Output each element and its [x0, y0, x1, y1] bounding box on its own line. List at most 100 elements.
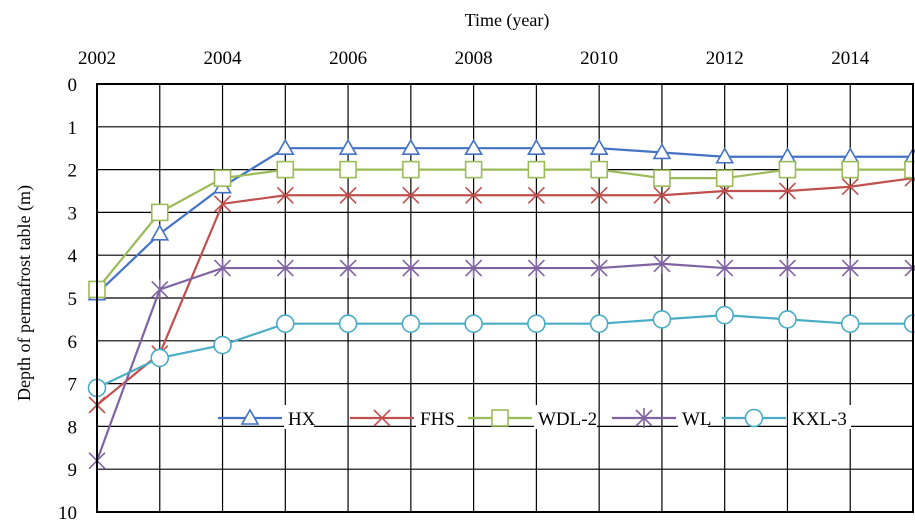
data-point-hx — [715, 147, 735, 164]
data-point-fhs — [276, 186, 294, 204]
data-point-fhs — [841, 178, 859, 196]
y-tick-label: 0 — [68, 75, 78, 96]
data-point-hx — [589, 138, 609, 155]
data-point-wl — [590, 258, 608, 279]
y-tick-label: 1 — [68, 118, 78, 139]
legend-label-wdl-2: WDL-2 — [538, 409, 597, 430]
legend: HX FHS WDL-2 WL KXL-3 — [218, 405, 851, 430]
data-point-wl — [213, 258, 232, 279]
y-tick-label: 8 — [68, 417, 78, 438]
y-axis-ticks: 0 1 2 3 4 5 6 7 8 9 10 — [58, 75, 78, 524]
x-tick-label: 2004 — [204, 48, 243, 69]
series-line-kxl-3 — [96, 314, 913, 389]
x-tick-label: 2012 — [706, 48, 744, 69]
data-point-wdl-2 — [527, 160, 546, 179]
data-point-fhs — [653, 186, 671, 204]
data-point-kxl-3 — [527, 314, 546, 333]
legend-label-kxl-3: KXL-3 — [792, 409, 847, 430]
data-point-wdl-2 — [590, 160, 608, 179]
series-line-hx — [96, 147, 913, 295]
data-point-fhs — [402, 186, 420, 204]
y-tick-label: 10 — [58, 503, 77, 524]
data-point-fhs — [778, 182, 797, 200]
data-point-kxl-3 — [338, 314, 358, 333]
y-tick-label: 9 — [68, 460, 78, 481]
legend-label-bg — [416, 405, 457, 429]
x-axis-ticks: 2002 2004 2006 2008 2010 2012 2014 — [78, 48, 870, 69]
x-tick-label: 2010 — [580, 48, 618, 69]
data-point-wdl-2 — [276, 160, 295, 179]
data-point-wdl-2 — [715, 169, 734, 187]
data-point-kxl-3 — [778, 310, 797, 329]
y-tick-label: 4 — [68, 246, 78, 267]
series-line-wdl-2 — [96, 168, 913, 291]
y-tick-label: 2 — [68, 161, 78, 182]
data-point-hx — [652, 142, 672, 160]
data-point-kxl-3 — [464, 314, 483, 333]
y-tick-label: 7 — [68, 375, 78, 396]
legend-marker-kxl-3 — [744, 408, 764, 428]
data-point-wdl-2 — [402, 160, 420, 179]
legend-marker-fhs — [373, 409, 391, 427]
series-line-fhs — [96, 177, 914, 406]
data-point-wl — [276, 258, 294, 279]
data-point-kxl-3 — [401, 314, 421, 333]
data-point-wl — [778, 258, 797, 279]
data-point-hx — [527, 138, 546, 155]
legend-label-hx: HX — [288, 409, 316, 430]
data-point-hx — [401, 138, 421, 155]
data-point-hx — [338, 138, 358, 155]
data-point-wl — [527, 258, 545, 279]
legend-marker-wl — [635, 408, 653, 428]
data-point-fhs — [339, 186, 357, 204]
y-axis-title: Depth of permafrost table (m) — [14, 185, 35, 401]
data-point-kxl-3 — [213, 335, 232, 355]
data-point-kxl-3 — [589, 314, 609, 333]
data-point-wdl-2 — [150, 203, 169, 222]
legend-label-fhs: FHS — [420, 409, 455, 430]
legend-label-bg — [678, 405, 708, 429]
data-point-kxl-3 — [715, 305, 734, 325]
legend-label-bg — [284, 405, 314, 429]
legend-marker-wdl-2 — [491, 409, 509, 427]
data-point-wdl-2 — [841, 160, 860, 179]
data-point-kxl-3 — [840, 314, 860, 333]
data-point-wl — [716, 258, 734, 279]
x-tick-label: 2014 — [831, 48, 870, 69]
data-point-kxl-3 — [652, 310, 672, 329]
data-point-fhs — [213, 195, 232, 213]
y-tick-label: 6 — [68, 332, 78, 353]
plot-frame — [96, 83, 914, 513]
data-point-wl — [841, 258, 859, 279]
data-point-wl — [402, 258, 420, 279]
series-line-wl — [95, 262, 913, 462]
y-tick-label: 5 — [68, 289, 78, 310]
data-point-kxl-3 — [150, 348, 170, 368]
data-point-wdl-2 — [213, 169, 232, 187]
x-tick-label: 2008 — [455, 48, 493, 69]
legend-label-wl: WL — [682, 409, 712, 430]
data-point-kxl-3 — [276, 314, 295, 333]
x-axis-title: Time (year) — [465, 10, 550, 31]
data-point-hx — [150, 224, 170, 241]
data-point-hx — [464, 138, 483, 155]
data-point-fhs — [465, 186, 483, 204]
data-point-fhs — [590, 186, 608, 204]
legend-label-bg — [788, 405, 851, 429]
data-point-wl — [653, 253, 671, 274]
data-point-fhs — [527, 186, 545, 204]
data-point-wdl-2 — [653, 169, 671, 187]
data-point-wdl-2 — [778, 160, 797, 179]
data-point-hx — [275, 138, 295, 155]
x-tick-label: 2002 — [78, 48, 116, 69]
x-tick-label: 2006 — [329, 48, 367, 69]
y-tick-label: 3 — [68, 203, 78, 224]
data-point-wl — [151, 279, 169, 300]
data-point-wl — [465, 258, 483, 279]
data-point-wl — [339, 258, 357, 279]
legend-label-bg — [534, 405, 597, 429]
data-point-wdl-2 — [339, 160, 357, 179]
data-point-wdl-2 — [464, 160, 483, 179]
legend-marker-hx — [240, 408, 260, 425]
